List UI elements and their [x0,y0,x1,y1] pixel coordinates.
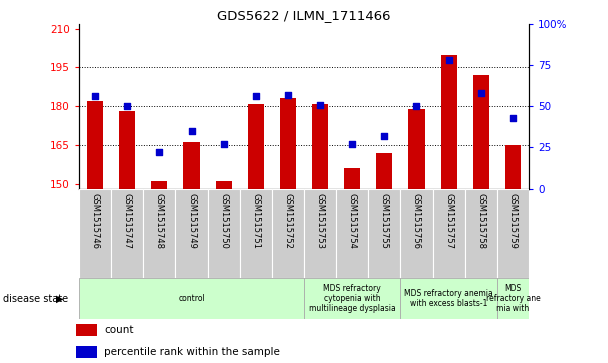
Point [122,103,132,109]
Bar [87,101,103,189]
FancyBboxPatch shape [401,189,432,278]
Bar [216,181,232,189]
Text: GSM1515749: GSM1515749 [187,193,196,249]
Bar [376,152,392,189]
Text: GSM1515755: GSM1515755 [380,193,389,249]
Text: MDS refractory
cytopenia with
multilineage dysplasia: MDS refractory cytopenia with multilinea… [309,284,396,314]
FancyBboxPatch shape [336,189,368,278]
Bar [401,278,497,319]
Bar [76,346,97,358]
Point [315,102,325,107]
Text: GSM1515753: GSM1515753 [316,193,325,249]
Bar [79,278,304,319]
Point [412,103,421,109]
Bar [312,103,328,189]
Point [187,128,196,134]
Point [283,92,293,98]
Bar [184,142,199,189]
Point [444,57,454,63]
FancyBboxPatch shape [207,189,240,278]
Point [508,115,518,121]
Text: GSM1515752: GSM1515752 [283,193,292,249]
FancyBboxPatch shape [432,189,465,278]
Text: GSM1515757: GSM1515757 [444,193,453,249]
Point [347,141,357,147]
Point [251,93,261,99]
Point [219,141,229,147]
Point [379,133,389,139]
Bar [151,181,167,189]
Text: GSM1515748: GSM1515748 [155,193,164,249]
FancyBboxPatch shape [304,189,336,278]
FancyBboxPatch shape [143,189,176,278]
Text: GSM1515750: GSM1515750 [219,193,228,249]
Bar [497,278,529,319]
Bar [344,168,360,189]
Text: GSM1515747: GSM1515747 [123,193,132,249]
Text: count: count [104,325,133,335]
FancyBboxPatch shape [368,189,401,278]
Text: MDS
refractory ane
mia with: MDS refractory ane mia with [486,284,541,314]
Bar [441,54,457,189]
FancyBboxPatch shape [465,189,497,278]
FancyBboxPatch shape [240,189,272,278]
Text: ▶: ▶ [57,294,64,303]
FancyBboxPatch shape [272,189,304,278]
Title: GDS5622 / ILMN_1711466: GDS5622 / ILMN_1711466 [217,9,391,23]
Text: MDS refractory anemia
with excess blasts-1: MDS refractory anemia with excess blasts… [404,289,493,308]
Text: GSM1515759: GSM1515759 [508,193,517,249]
Bar [119,111,135,189]
Bar [76,324,97,336]
Text: GSM1515746: GSM1515746 [91,193,100,249]
Point [154,150,164,155]
Bar [248,103,264,189]
FancyBboxPatch shape [497,189,529,278]
Text: percentile rank within the sample: percentile rank within the sample [104,347,280,357]
Text: GSM1515751: GSM1515751 [251,193,260,249]
FancyBboxPatch shape [111,189,143,278]
Bar [505,145,521,189]
Bar [280,98,296,189]
Text: disease state: disease state [3,294,68,303]
Point [90,93,100,99]
Text: GSM1515756: GSM1515756 [412,193,421,249]
Text: GSM1515754: GSM1515754 [348,193,357,249]
Text: GSM1515758: GSM1515758 [476,193,485,249]
Bar [409,109,424,189]
FancyBboxPatch shape [176,189,207,278]
Bar [304,278,401,319]
Point [476,90,486,96]
Bar [473,75,489,189]
FancyBboxPatch shape [79,189,111,278]
Text: control: control [178,294,205,303]
